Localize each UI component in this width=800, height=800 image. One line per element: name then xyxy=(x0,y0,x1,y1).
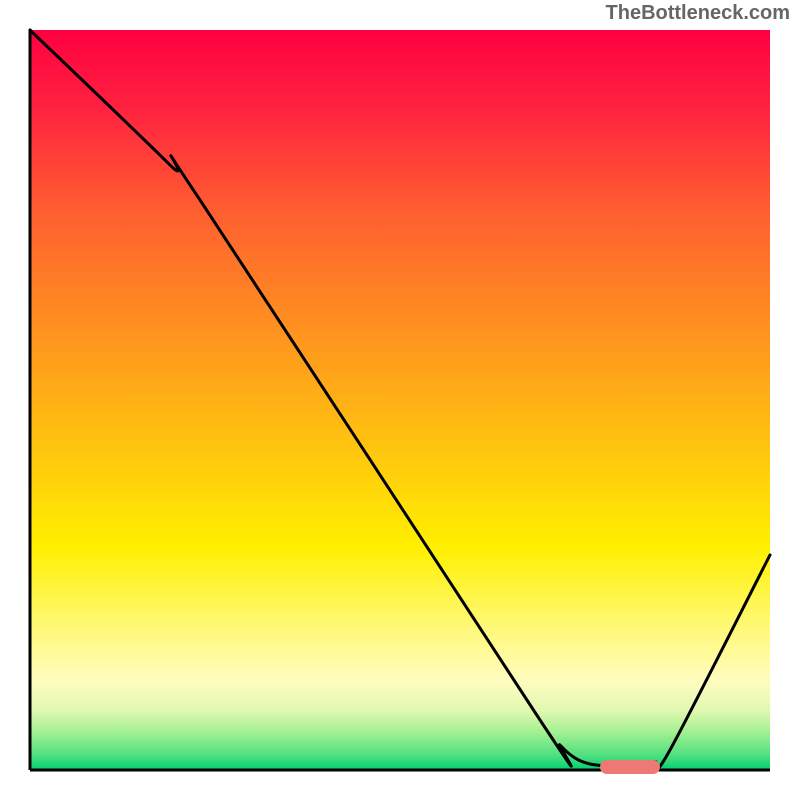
plot-background xyxy=(30,30,770,770)
optimum-marker xyxy=(600,760,660,774)
watermark-label: TheBottleneck.com xyxy=(606,2,790,25)
chart-container: TheBottleneck.com xyxy=(0,0,800,800)
bottleneck-chart xyxy=(0,0,800,800)
